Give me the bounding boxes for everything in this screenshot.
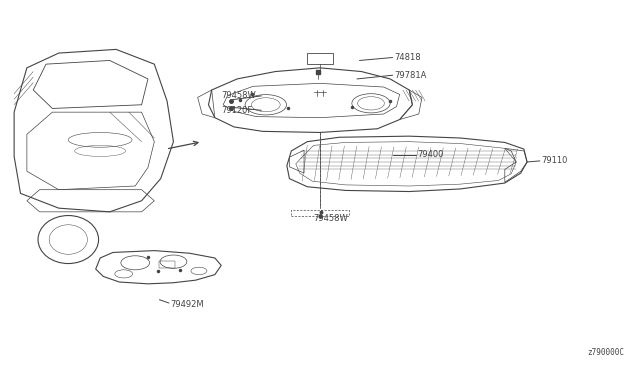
Text: 79458W: 79458W [314, 214, 348, 223]
Text: 79492M: 79492M [170, 300, 204, 309]
Text: z790000C: z790000C [588, 347, 625, 357]
Text: 79781A: 79781A [394, 71, 426, 80]
Text: 79120F: 79120F [221, 106, 253, 115]
Text: 74818: 74818 [394, 53, 420, 62]
Text: 79400: 79400 [417, 151, 444, 160]
Text: 79110: 79110 [541, 156, 568, 166]
Text: 79458W: 79458W [221, 91, 256, 100]
